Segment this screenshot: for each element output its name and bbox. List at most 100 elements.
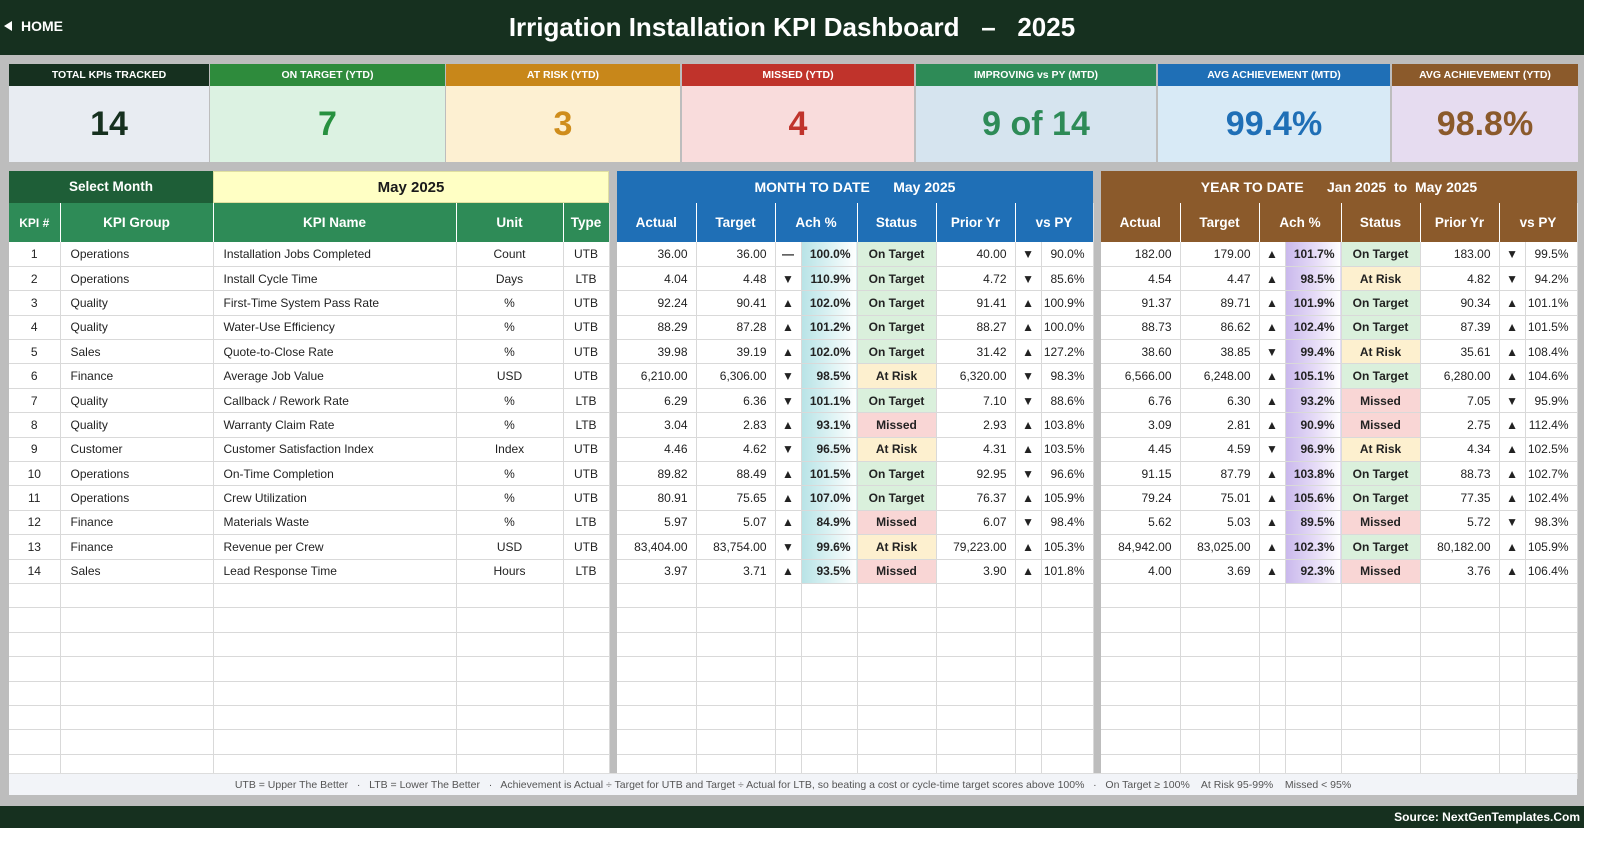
trend-up-icon: ▲ [775,510,802,536]
year-to-date-panel: YEAR TO DATE Jan 2025 to May 2025 Actual… [1101,171,1578,780]
trend-up-icon: ▲ [1499,315,1526,341]
ytd-body: 182.00 179.00 ▲ 101.7% On Target 183.00 ▼ 99.5%… [1101,242,1578,780]
empty-cell [617,705,697,731]
status-badge: At Risk [857,534,937,560]
kpi-unit: Count [456,242,564,267]
ytd-header: Actual Target Ach % Status Prior Yr vs PY [1101,203,1578,242]
empty-cell [60,607,214,633]
actual-value: 182.00 [1101,242,1181,267]
empty-cell [1041,656,1094,682]
status-badge: At Risk [857,437,937,463]
empty-cell [1525,705,1578,731]
achievement-percent: 100.0% [801,242,858,267]
achievement-percent: 84.9% [801,510,858,536]
table-row: 7 Quality Callback / Rework Rate% LTB [9,388,610,414]
achievement-percent: 105.1% [1285,363,1342,389]
empty-cell [213,607,457,633]
target-value: 2.83 [696,412,776,438]
empty-cell [1041,729,1094,755]
actual-value: 6.76 [1101,388,1181,414]
target-value: 6,306.00 [696,363,776,389]
kpi-card-value: 9 of 14 [916,86,1156,162]
table-row [617,632,1094,658]
trend-up-icon: ▲ [1259,559,1286,584]
vs-prior-year: 96.6% [1041,461,1094,487]
empty-cell [857,583,937,609]
trend-up-icon: ▲ [1499,534,1526,560]
kpi-type: UTB [563,242,610,267]
status-badge: On Target [857,388,937,414]
achievement-percent: 93.5% [801,559,858,584]
target-value: 4.62 [696,437,776,463]
empty-cell [801,607,858,633]
empty-cell [1525,607,1578,633]
prior-year-value: 88.73 [1420,461,1500,487]
prior-year-value: 92.95 [936,461,1016,487]
empty-cell [1015,607,1042,633]
prior-year-value: 7.10 [936,388,1016,414]
trend-down-icon: ▼ [775,363,802,389]
status-badge: At Risk [857,363,937,389]
table-row [617,656,1094,682]
status-badge: Missed [857,412,937,438]
trend-up-icon: ▲ [775,559,802,584]
home-button[interactable]: HOME [4,18,63,34]
empty-cell [1015,656,1042,682]
prior-year-value: 5.72 [1420,510,1500,536]
empty-cell [1420,607,1500,633]
actual-value: 6,566.00 [1101,363,1181,389]
month-select[interactable]: May 2025 [213,171,609,203]
target-value: 87.28 [696,315,776,341]
empty-cell [1499,681,1526,706]
actual-value: 91.37 [1101,290,1181,316]
prior-year-value: 4.82 [1420,266,1500,292]
empty-cell [1420,681,1500,706]
trend-up-icon: ▲ [1259,461,1286,487]
achievement-percent: 96.9% [1285,437,1342,463]
trend-up-icon: ▲ [1015,290,1042,316]
kpi-name: Water-Use Efficiency [213,315,457,341]
actual-value: 6,210.00 [617,363,697,389]
achievement-percent: 105.6% [1285,485,1342,511]
status-badge: Missed [1341,388,1421,414]
achievement-percent: 93.2% [1285,388,1342,414]
actual-value: 3.09 [1101,412,1181,438]
vs-prior-year: 100.0% [1041,315,1094,341]
achievement-percent: 93.1% [801,412,858,438]
kpi-card: ON TARGET (YTD) 7 [210,64,445,162]
empty-cell [936,656,1016,682]
column-header: vs PY [1015,203,1094,242]
trend-up-icon: ▲ [1259,363,1286,389]
kpi-group: Quality [60,412,214,438]
table-row: 89.82 88.49 ▲ 101.5% On Target 92.95 ▼ 96.6% [617,461,1094,487]
kpi-group: Sales [60,339,214,365]
prior-year-value: 183.00 [1420,242,1500,267]
status-badge: At Risk [1341,339,1421,365]
target-value: 88.49 [696,461,776,487]
trend-up-icon: ▲ [1259,315,1286,341]
empty-cell [456,656,564,682]
vs-prior-year: 105.3% [1041,534,1094,560]
trend-up-icon: ▲ [775,315,802,341]
trend-up-icon: ▲ [1259,412,1286,438]
table-row: 91.37 89.71 ▲ 101.9% On Target 90.34 ▲ 101.1% [1101,290,1578,316]
trend-down-icon: ▼ [1015,266,1042,292]
table-row: 6 Finance Average Job Value USD UTB [9,363,610,389]
empty-cell [213,705,457,731]
empty-cell [1525,681,1578,706]
kpi-unit: % [456,315,564,341]
prior-year-value: 6.07 [936,510,1016,536]
column-header: Ach % [1259,203,1342,242]
prior-year-value: 87.39 [1420,315,1500,341]
mtd-title: MONTH TO DATE May 2025 [617,171,1093,203]
kpi-card-value: 3 [446,86,680,162]
empty-cell [456,681,564,706]
table-row [1101,632,1578,658]
actual-value: 4.45 [1101,437,1181,463]
empty-cell [1499,729,1526,755]
trend-up-icon: ▲ [1015,339,1042,365]
status-badge: On Target [857,485,937,511]
empty-cell [1259,583,1286,609]
kpi-list-panel: Select Month May 2025 KPI # KPI Group KPI … [9,171,610,780]
achievement-percent: 90.9% [1285,412,1342,438]
